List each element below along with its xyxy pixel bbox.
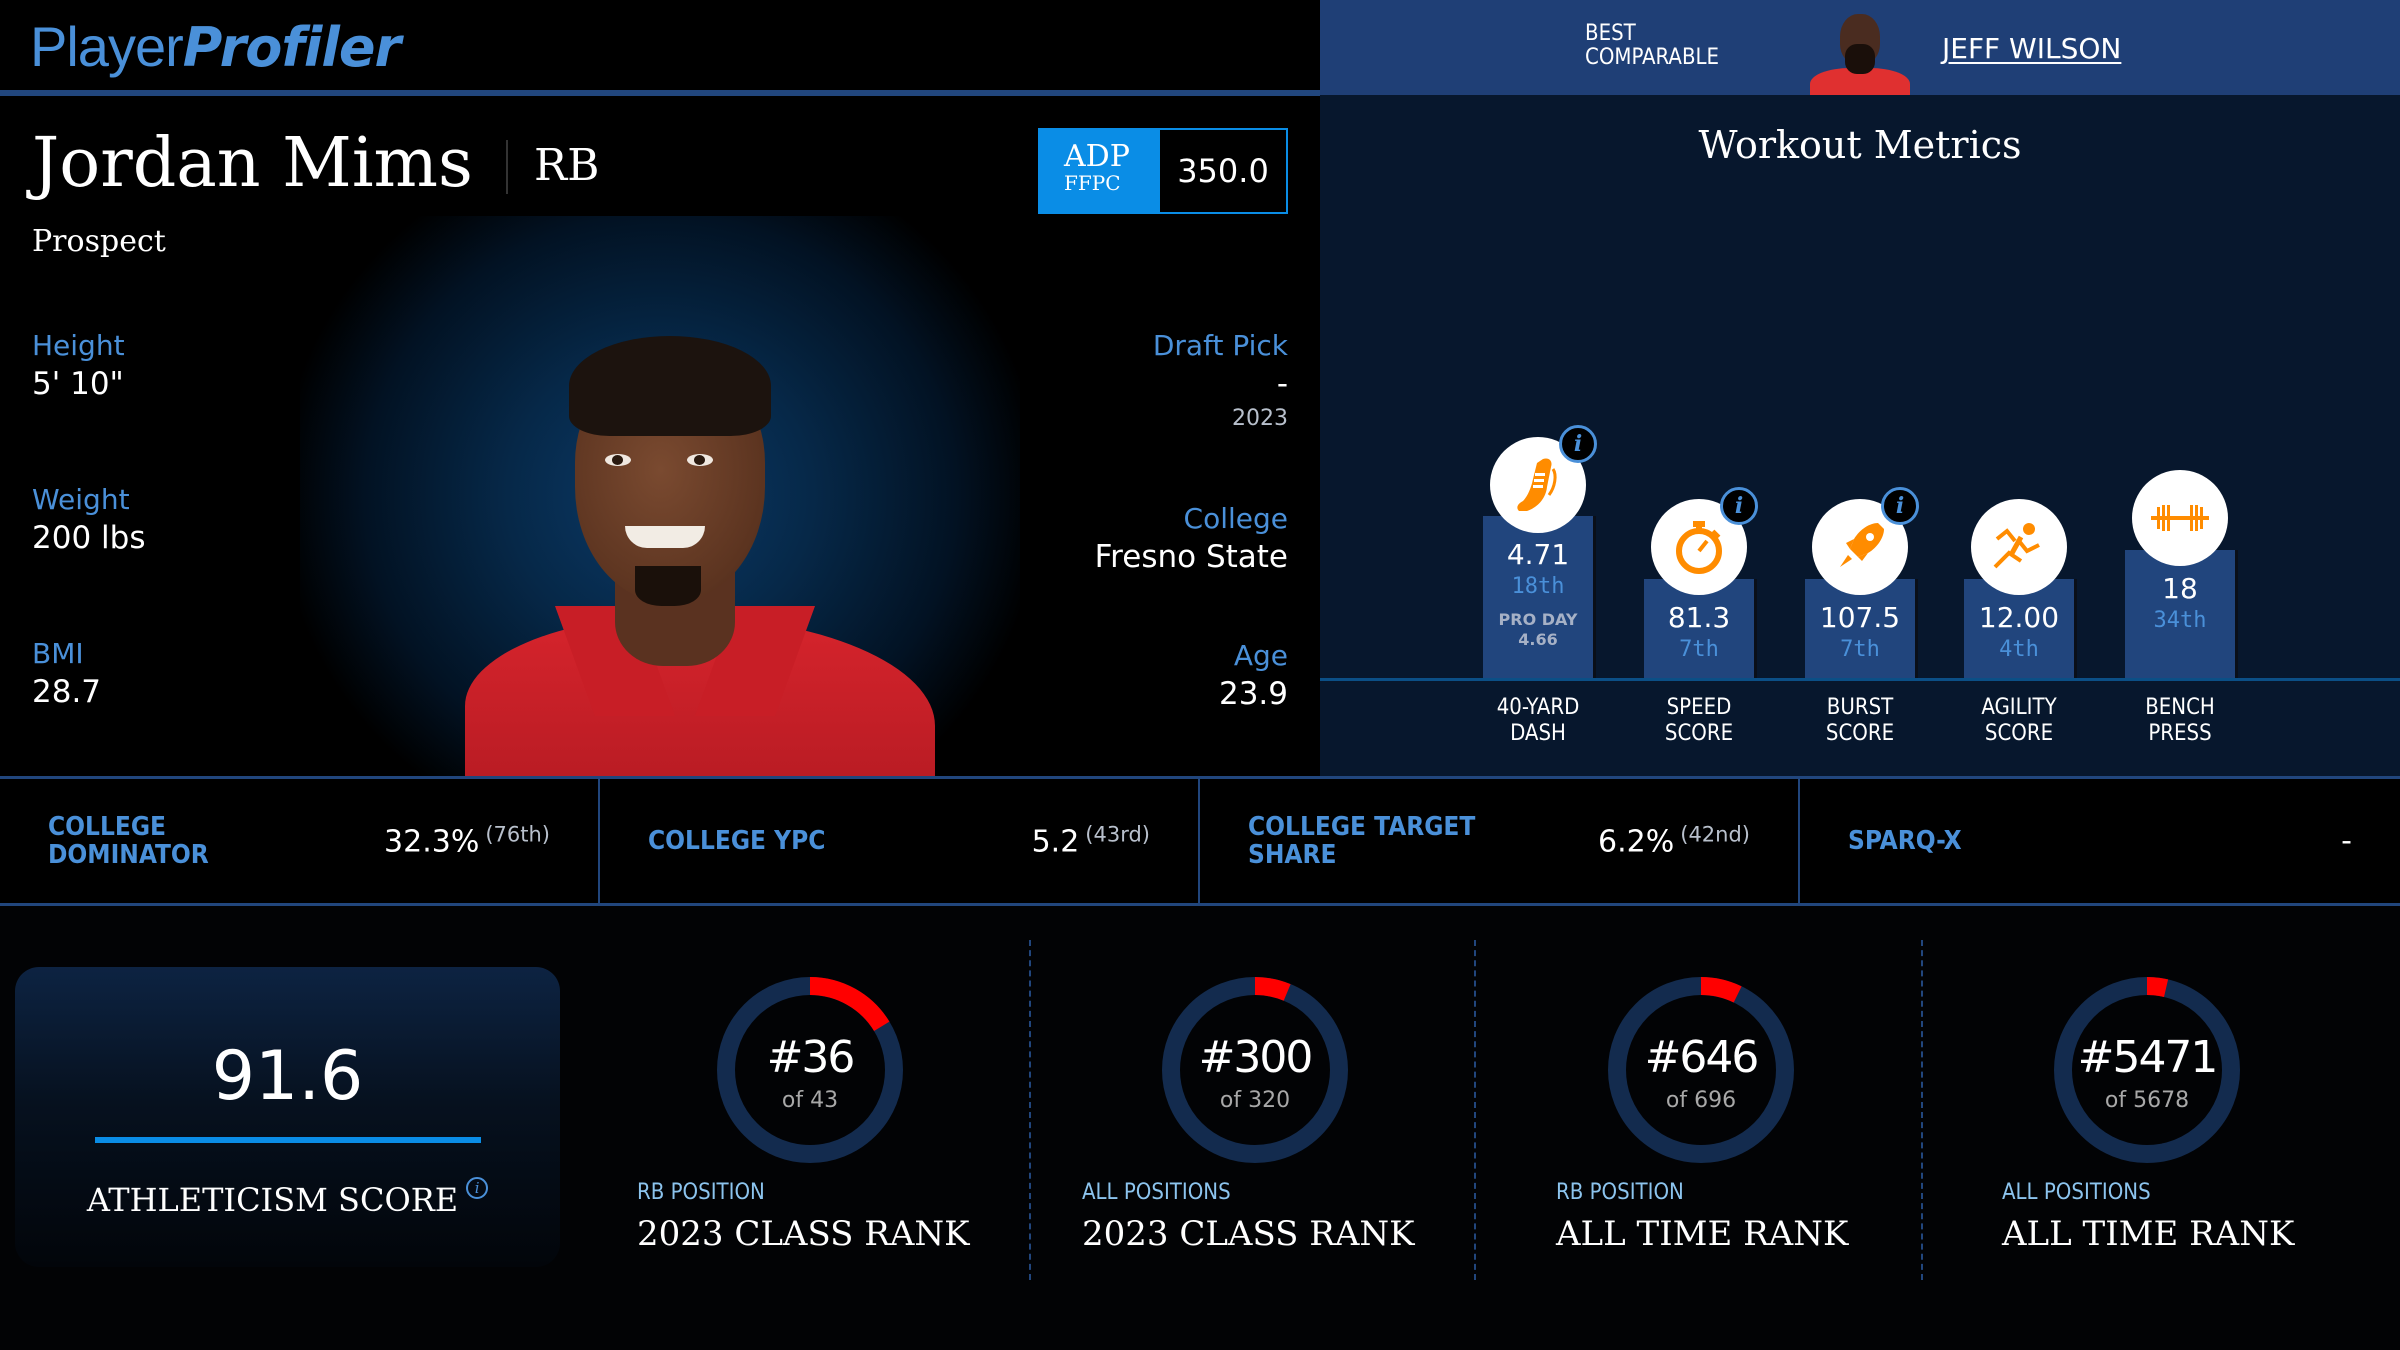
stat-draft-pick: Draft Pick - 2023 <box>1152 329 1288 431</box>
metric-label: BURST SCORE <box>1825 695 1895 746</box>
rank-all-alltime: #5471 of 5678 ALL POSITIONS ALL TIME RAN… <box>1924 940 2370 1280</box>
info-icon[interactable]: i <box>1559 425 1597 463</box>
athleticism-score-card: 91.6 ATHLETICISM SCORE i <box>15 967 560 1267</box>
stat-age: Age 23.9 <box>1218 639 1288 712</box>
rank-donut <box>1162 977 1348 1163</box>
comparable-player-link[interactable]: JEFF WILSON <box>1942 32 2122 65</box>
player-panel: Jordan Mims RB Prospect ADP FFPC 350.0 H… <box>0 96 1320 776</box>
rank-divider <box>1029 940 1031 1280</box>
rocket-icon <box>1812 499 1908 595</box>
stat-bmi: BMI 28.7 <box>32 637 102 710</box>
rank-donut <box>1608 977 1794 1163</box>
comparable-player-photo[interactable] <box>1808 10 1912 95</box>
info-icon[interactable]: i <box>1881 487 1919 525</box>
metric-bar: 107.5 7th <box>1805 579 1915 678</box>
rank-donut <box>717 977 903 1163</box>
metric-bar: 12.00 4th <box>1964 579 2074 678</box>
barbell-icon <box>2132 470 2228 566</box>
athleticism-bar <box>95 1137 481 1143</box>
adp-badge: ADP FFPC 350.0 <box>1038 128 1288 214</box>
sparq-x: SPARQ-X - <box>1848 823 2352 859</box>
stat-weight: Weight 200 lbs <box>32 483 146 556</box>
metric-bar: 18 34th <box>2125 550 2235 678</box>
metric-bar: 4.71 18th PRO DAY 4.66 <box>1483 516 1593 678</box>
metric-label: AGILITY SCORE <box>1981 695 2057 746</box>
info-icon[interactable]: i <box>1720 487 1758 525</box>
player-photo <box>465 326 935 776</box>
name-separator <box>506 140 508 194</box>
player-position: RB <box>534 140 600 191</box>
header-divider <box>0 90 1320 96</box>
metric-label: 40-YARD DASH <box>1496 695 1580 746</box>
rank-rb-alltime: #646 of 696 RB POSITION ALL TIME RANK <box>1478 940 1924 1280</box>
stat-height: Height 5' 10" <box>32 329 125 402</box>
metric-label: BENCH PRESS <box>2145 695 2215 746</box>
adp-value: 350.0 <box>1160 130 1286 212</box>
rank-all-class: #300 of 320 ALL POSITIONS 2023 CLASS RAN… <box>1032 940 1478 1280</box>
workout-metrics-panel: Workout Metrics 4.71 18th PRO DAY 4.66 i… <box>1320 95 2400 776</box>
rank-donut <box>2054 977 2240 1163</box>
workout-title: Workout Metrics <box>1698 123 2022 167</box>
college-dominator: COLLEGE DOMINATOR 32.3% (76th) <box>0 779 600 903</box>
stat-college: College Fresno State <box>1094 502 1288 575</box>
rank-divider <box>1474 940 1476 1280</box>
workout-baseline <box>1320 678 2400 681</box>
logo[interactable]: PlayerProfiler <box>30 14 401 79</box>
athleticism-score-label: ATHLETICISM SCORE i <box>15 1177 560 1219</box>
metric-label: SPEED SCORE <box>1664 695 1734 746</box>
logo-part2: Profiler <box>182 16 401 79</box>
header-bar: PlayerProfiler <box>0 0 1320 90</box>
athleticism-score-value: 91.6 <box>211 1037 364 1116</box>
best-comparable-bar: BEST COMPARABLE JEFF WILSON <box>1320 0 2400 95</box>
college-stats-row: COLLEGE DOMINATOR 32.3% (76th) COLLEGE YP… <box>0 776 2400 906</box>
rank-rb-class: #36 of 43 RB POSITION 2023 CLASS RANK <box>587 940 1033 1280</box>
info-icon[interactable]: i <box>466 1177 489 1199</box>
runner-icon <box>1971 499 2067 595</box>
logo-part1: Player <box>30 15 184 78</box>
player-status: Prospect <box>32 224 166 259</box>
rank-divider <box>1921 940 1923 1280</box>
metric-bar: 81.3 7th <box>1644 579 1754 678</box>
college-ypc: COLLEGE YPC 5.2 (43rd) <box>600 779 1200 903</box>
college-target-share: COLLEGE TARGET SHARE 6.2% (42nd) <box>1200 779 1800 903</box>
adp-tag: ADP FFPC <box>1040 130 1160 212</box>
player-name: Jordan Mims <box>32 124 473 203</box>
best-comparable-label: BEST COMPARABLE <box>1585 21 1720 70</box>
